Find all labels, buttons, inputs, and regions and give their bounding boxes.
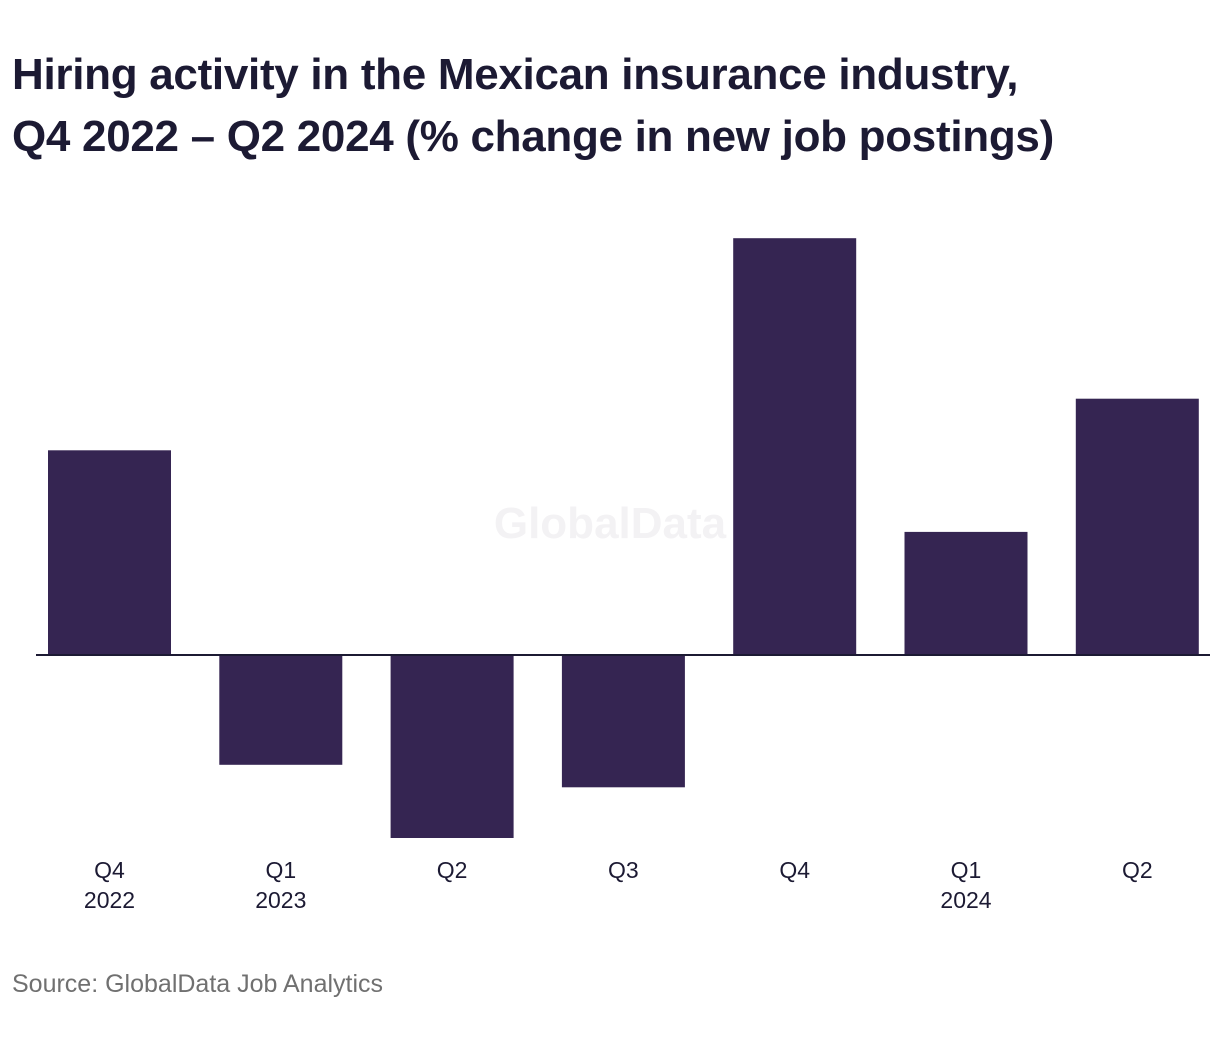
x-tick-label-quarter-5: Q4 — [779, 857, 810, 883]
chart-title-line-2: Q4 2022 – Q2 2024 (% change in new job p… — [12, 112, 1054, 161]
bars-group — [48, 238, 1199, 838]
x-tick-label-quarter-1: Q4 — [94, 857, 125, 883]
x-axis-labels: Q4 2022 Q1 2023 Q2 Q3 Q4 Q1 2024 Q2 — [84, 857, 1153, 913]
x-tick-label-year-1: 2022 — [84, 887, 135, 913]
x-tick-label-quarter-6: Q1 — [951, 857, 982, 883]
chart-title: Hiring activity in the Mexican insurance… — [12, 44, 1212, 168]
bar-1 — [48, 450, 171, 655]
x-tick-label-year-6: 2024 — [940, 887, 991, 913]
x-tick-label-year-2: 2023 — [255, 887, 306, 913]
x-tick-label-quarter-2: Q1 — [265, 857, 296, 883]
x-tick-label-quarter-4: Q3 — [608, 857, 639, 883]
x-tick-label-quarter-3: Q2 — [437, 857, 468, 883]
x-tick-label-quarter-7: Q2 — [1122, 857, 1153, 883]
chart-title-line-1: Hiring activity in the Mexican insurance… — [12, 50, 1019, 99]
bar-3 — [390, 655, 514, 838]
bar-6 — [904, 531, 1028, 655]
watermark-text: GlobalData — [494, 499, 727, 548]
bar-2 — [219, 655, 343, 765]
bar-4 — [561, 655, 685, 788]
bar-5 — [733, 238, 857, 655]
bar-7 — [1075, 398, 1199, 655]
source-note: Source: GlobalData Job Analytics — [12, 970, 384, 998]
